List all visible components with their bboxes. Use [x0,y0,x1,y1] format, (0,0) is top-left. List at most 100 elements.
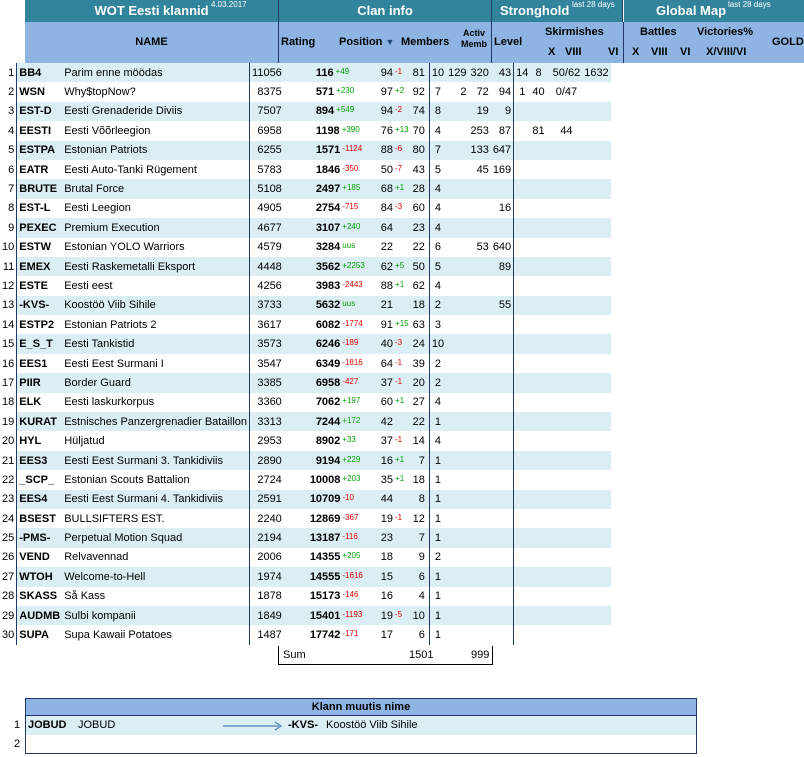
active-members-cell: 39 [410,353,430,374]
change-indicator: +390 [341,124,360,134]
clan-tag: EES1 [16,353,63,374]
victories-cell [550,101,583,122]
position-value: 3983 [315,279,341,292]
members-cell: 84 -3 [366,198,411,219]
active-members-label[interactable]: Activ Memb [461,28,488,49]
level-column-label[interactable]: Level [494,36,523,48]
table-row[interactable]: 7 BRUTE Brutal Force 5108 2497 +185 68 +1 28 4 [0,179,611,199]
table-row[interactable]: 4 EESTI Eesti Võõrleegion 6958 1198 +390 76 +13… [0,121,611,141]
clan-name: Eesti Leegion [62,198,251,219]
skirmish-x-cell [446,218,469,238]
skirmish-vi-cell: 94 [490,82,515,102]
position-cell: 15401 -1193 [283,605,367,626]
table-row[interactable]: 29 AUDMB Sulbi kompanii 1849 15401 -1193 19 -5 1… [0,605,611,626]
table-row[interactable]: 16 EES1 Eesti Eest Surmani I 3547 6349 -1816 6… [0,353,611,374]
table-row[interactable]: 11 EMEX Eesti Raskemetalli Eksport 4448 3562… [0,256,611,277]
active-members-cell: 50 [410,256,430,277]
table-row[interactable]: 24 BSEST BULLSIFTERS EST. 2240 12869 -367 19 -1… [0,508,611,529]
gold-cell [582,489,611,509]
skirmish-vi-cell: 647 [490,140,515,160]
table-row[interactable]: 5 ESTPA Estonian Patriots 6255 1571 -1124 88 -6… [0,140,611,160]
table-row[interactable]: 8 EST-L Eesti Leegion 4905 2754 -715 84 -3 60 4 16 [0,198,611,219]
change-indicator: -1616 [342,570,363,580]
table-row[interactable]: 26 VEND Relvavennad 2006 14355 +205 18 9 2 [0,547,611,568]
table-row[interactable]: 28 SKASS Så Kass 1878 15173 -146 16 4 1 [0,586,611,606]
skirmish-x-cell [446,159,469,180]
skirmish-vi-cell: 16 [490,198,515,219]
rating-cell: 4905 [249,198,284,219]
table-row[interactable]: 17 PIIR Border Guard 3385 6958 -427 37 -1 20 2 [0,373,611,393]
table-row[interactable]: 1 BB4 Parim enne möödas 11056 116 +49 94 -1 81 10… [0,63,611,83]
position-column-label[interactable]: Position ▼ [339,36,395,48]
members-cell: 16 +1 [366,450,411,471]
rating-column-label[interactable]: Rating [281,36,316,48]
gold-column-label: GOLD [772,36,804,48]
skirmish-vi-cell: 640 [490,237,515,257]
victories-cell [550,450,583,471]
table-row[interactable]: 9 PEXEC Premium Execution 4677 3107 +240 64 23 4 [0,218,611,238]
gm-viii-cell: 40 [530,82,547,102]
level-cell: 7 [429,140,447,160]
position-cell: 3107 +240 [283,218,367,238]
gm-x-cell [513,237,531,257]
rating-cell: 4448 [249,256,284,277]
table-row[interactable]: 30 SUPA Supa Kawaii Potatoes 1487 17742 -171 1… [0,625,611,645]
members-column-label[interactable]: Members [401,36,450,48]
change-indicator: -146 [342,590,359,600]
table-row[interactable]: 2 WSN Why$topNow? 8375 571 +230 97 +2 92 7 2 72 94 1 4… [0,82,611,102]
table-row[interactable]: 21 EES3 Eesti Eest Surmani 3. Tankidiviis 2… [0,450,611,471]
change-indicator: -2 [395,105,403,115]
rating-cell: 2724 [249,470,284,490]
table-row[interactable]: 27 WTOH Welcome-to-Hell 1974 14555 -1616 15 6 1 [0,567,611,587]
table-row[interactable]: 12 ESTE Eesti eest 4256 3983 -2443 88 +1 62 4 [0,276,611,296]
table-row[interactable]: 25 -PMS- Perpetual Motion Squad 2194 13187 -1… [0,528,611,548]
victories-cell [550,508,583,529]
rating-cell: 4256 [249,276,284,296]
gm-viii-cell [530,625,547,645]
gm-viii-cell [530,159,547,180]
table-row[interactable]: 13 -KVS- Koostöö Viib Sihile 3733 5632 uus 21 1… [0,295,611,316]
table-row[interactable]: 19 KURAT Estnisches Panzergrenadier Batail… [0,412,611,432]
clan-name: Supa Kawaii Potatoes [62,625,251,645]
members-cell: 18 [366,547,411,568]
rename-index: 2 [14,738,21,750]
change-indicator: -367 [342,512,359,522]
position-cell: 1571 -1124 [283,140,367,160]
table-row[interactable]: 14 ESTP2 Estonian Patriots 2 3617 6082 -1774 9… [0,315,611,335]
table-row[interactable]: 22 _SCP_ Estonian Scouts Battalion 2724 1000… [0,470,611,490]
gold-cell [582,295,611,316]
members-cell: 42 [366,412,411,432]
active-members-cell: 60 [410,198,430,219]
table-row[interactable]: 18 ELK Eesti laskurkorpus 3360 7062 +197 60 +1 2… [0,392,611,413]
position-value: 2497 [315,183,341,196]
gm-vi-cell [546,276,551,296]
table-row[interactable]: 23 EES4 Eesti Eest Surmani 4. Tankidiviis 2… [0,489,611,509]
level-cell: 1 [429,470,447,490]
gm-vi-label: VI [680,46,691,58]
table-row[interactable]: 6 EATR Eesti Auto-Tanki Rügement 5783 1846 -3… [0,159,611,180]
level-cell: 1 [429,450,447,471]
change-indicator: +2253 [342,260,365,270]
table-row[interactable]: 3 EST-D Eesti Grenaderide Diviis 7507 894 +54… [0,101,611,122]
position-value: 1198 [315,124,340,137]
change-indicator: +15 [395,318,409,328]
table-row[interactable]: 20 HYL Hüljatud 2953 8902 +33 37 -1 14 4 [0,431,611,451]
members-value: 88 [380,144,394,157]
level-cell: 1 [429,586,447,606]
active-members-cell: 63 [410,315,430,335]
gm-vi-cell [546,334,551,354]
gm-viii-cell [530,547,547,568]
change-indicator: +49 [335,66,350,76]
active-members-cell: 70 [410,121,430,141]
victories-cell: 50/62 [550,63,583,83]
sum-activ: 999 [471,649,490,661]
gm-viii-cell [530,470,547,490]
gm-x-cell [513,625,531,645]
clan-tag: BRUTE [16,179,63,199]
skirmish-vi-cell [490,353,515,374]
gm-x-cell [513,528,531,548]
table-row[interactable]: 15 E_S_T Eesti Tankistid 3573 6246 -189 40 -3 24… [0,334,611,354]
table-row[interactable]: 10 ESTW Estonian YOLO Warriors 4579 3284 uus 2… [0,237,611,257]
clan-name: Estonian Patriots 2 [62,315,251,335]
sort-desc-icon[interactable]: ▼ [385,37,395,47]
